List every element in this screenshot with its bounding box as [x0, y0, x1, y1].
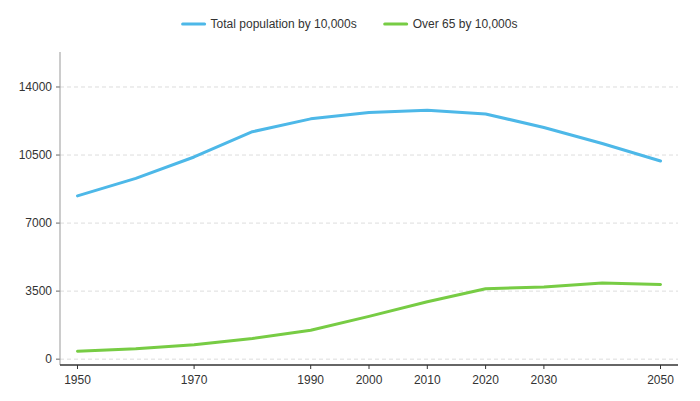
chart: 0 3500 7000 10500 14000 1950 1970 1990 2000 2010 2…: [0, 0, 700, 401]
y-tick: [56, 223, 60, 224]
x-tick-label: 2010: [414, 373, 441, 387]
x-tick-label: 1950: [64, 373, 91, 387]
legend-swatch: [183, 23, 205, 26]
x-tick: [427, 365, 428, 369]
x-tick-label: 1970: [181, 373, 208, 387]
x-tick: [194, 365, 195, 369]
y-tick-label: 3500: [25, 284, 52, 298]
x-tick-label: 2000: [356, 373, 383, 387]
x-tick: [543, 365, 544, 369]
y-tick-label: 14000: [19, 80, 53, 94]
series-line: [77, 283, 660, 351]
grid-line: [60, 155, 678, 156]
y-tick-label: 0: [45, 352, 52, 366]
y-tick: [56, 155, 60, 156]
legend-label: Total population by 10,000s: [211, 17, 357, 31]
y-tick: [56, 359, 60, 360]
plot-area: [77, 110, 660, 351]
y-axis-line: [60, 52, 61, 365]
legend: Total population by 10,000s Over 65 by 10…: [183, 17, 518, 31]
x-tick-label: 2050: [647, 373, 674, 387]
legend-label: Over 65 by 10,000s: [413, 17, 518, 31]
y-tick: [56, 291, 60, 292]
x-tick-label: 2030: [531, 373, 558, 387]
legend-item: Over 65 by 10,000s: [385, 17, 518, 31]
grid-line: [60, 223, 678, 224]
series-line: [77, 110, 660, 196]
y-tick-label: 10500: [19, 148, 53, 162]
x-tick: [77, 365, 78, 369]
x-tick: [660, 365, 661, 369]
x-tick-label: 1990: [297, 373, 324, 387]
legend-swatch: [385, 23, 407, 26]
grid-line: [60, 291, 678, 292]
y-tick-label: 7000: [25, 216, 52, 230]
legend-item: Total population by 10,000s: [183, 17, 357, 31]
x-tick: [310, 365, 311, 369]
grid-line: [60, 359, 678, 360]
x-tick: [369, 365, 370, 369]
y-tick: [56, 86, 60, 87]
x-tick: [485, 365, 486, 369]
x-tick-label: 2020: [472, 373, 499, 387]
y-axis: 0 3500 7000 10500 14000: [19, 80, 678, 366]
grid-line: [60, 86, 678, 87]
x-axis: 1950 1970 1990 2000 2010 2020 2030 2050: [64, 365, 674, 387]
